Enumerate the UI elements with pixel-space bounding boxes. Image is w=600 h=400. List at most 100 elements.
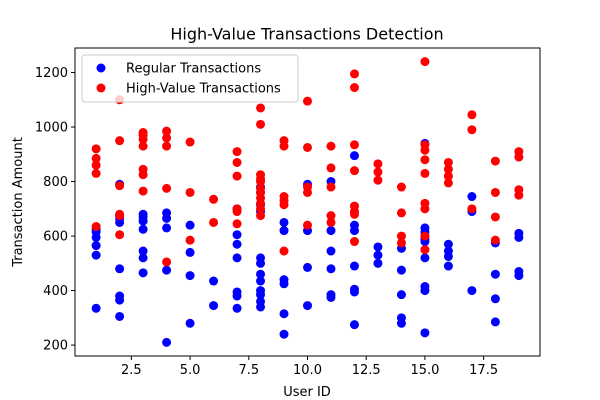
y-tick-label: 400: [43, 284, 68, 299]
high-value-transaction-point: [326, 217, 336, 227]
x-tick-label: 17.5: [469, 363, 498, 378]
regular-transaction-point: [443, 261, 453, 271]
regular-transaction-point: [91, 241, 101, 251]
high-value-transaction-point: [279, 246, 289, 256]
regular-transaction-point: [279, 329, 289, 339]
high-value-transaction-point: [443, 164, 453, 174]
legend: Regular Transactions High-Value Transact…: [81, 54, 299, 103]
high-value-transaction-point: [232, 171, 242, 181]
high-value-transaction-point: [349, 69, 359, 79]
regular-transaction-point: [396, 265, 406, 275]
high-value-transaction-point: [326, 163, 336, 173]
x-tick-label: 10.0: [293, 363, 322, 378]
high-value-transaction-point: [467, 125, 477, 135]
legend-marker-high-value: [96, 83, 106, 93]
x-tick-label: 5.0: [180, 363, 201, 378]
high-value-transaction-point: [256, 119, 266, 129]
regular-transaction-point: [349, 284, 359, 294]
regular-transaction-point: [185, 318, 195, 328]
y-axis-label: Transaction Amount: [11, 137, 26, 268]
regular-transaction-point: [326, 264, 336, 274]
regular-transaction-point: [138, 209, 148, 219]
high-value-transaction-point: [396, 231, 406, 241]
regular-transaction-point: [490, 294, 500, 304]
regular-transaction-point: [303, 301, 312, 311]
legend-box: [81, 54, 299, 103]
high-value-transaction-point: [138, 186, 148, 196]
high-value-transaction-point: [443, 171, 453, 181]
high-value-transaction-point: [91, 153, 101, 163]
regular-transaction-point: [514, 228, 524, 238]
high-value-transaction-point: [326, 182, 336, 192]
high-value-transaction-point: [162, 257, 172, 267]
high-value-transaction-point: [279, 136, 289, 146]
legend-label-high-value: High-Value Transactions: [126, 82, 281, 97]
high-value-transaction-point: [303, 182, 312, 192]
x-tick-label: 7.5: [238, 363, 259, 378]
regular-transaction-point: [420, 281, 430, 291]
high-value-transaction-point: [91, 144, 101, 154]
x-tick-label: 2.5: [121, 363, 142, 378]
regular-transaction-point: [349, 261, 359, 271]
high-value-transaction-point: [91, 168, 101, 178]
regular-transaction-point: [279, 309, 289, 319]
regular-transaction-point: [256, 269, 266, 279]
regular-transaction-point: [396, 313, 406, 323]
regular-transaction-point: [279, 217, 289, 227]
regular-transaction-point: [162, 208, 172, 218]
regular-transaction-point: [514, 267, 524, 277]
regular-transaction-point: [420, 223, 430, 233]
x-tick-label: 15.0: [410, 363, 439, 378]
high-value-transaction-point: [162, 126, 172, 136]
regular-transaction-point: [138, 246, 148, 256]
high-value-transaction-point: [256, 183, 266, 193]
regular-transaction-point: [232, 253, 242, 263]
regular-transaction-point: [420, 253, 430, 263]
high-value-transaction-point: [420, 245, 430, 255]
high-value-transaction-point: [91, 160, 101, 170]
y-tick-label: 1000: [35, 121, 68, 136]
regular-transaction-point: [326, 226, 336, 236]
high-value-transaction-point: [162, 133, 172, 143]
series-high-value-transactions: [91, 57, 524, 267]
regular-transaction-point: [443, 246, 453, 256]
high-value-transaction-point: [396, 238, 406, 248]
high-value-transaction-point: [420, 231, 430, 241]
high-value-transaction-point: [138, 127, 148, 137]
regular-transaction-point: [91, 303, 101, 313]
high-value-transaction-point: [303, 220, 312, 230]
regular-transaction-point: [326, 290, 336, 300]
high-value-transaction-point: [396, 182, 406, 192]
high-value-transaction-point: [162, 183, 172, 193]
high-value-transaction-point: [420, 198, 430, 208]
chart-title: High-Value Transactions Detection: [170, 25, 443, 44]
high-value-transaction-point: [138, 164, 148, 174]
high-value-transaction-point: [490, 187, 500, 197]
regular-transaction-point: [326, 246, 336, 256]
high-value-transaction-point: [514, 147, 524, 157]
high-value-transaction-point: [373, 159, 383, 169]
high-value-transaction-point: [420, 57, 430, 67]
regular-transaction-point: [303, 262, 312, 272]
high-value-transaction-point: [467, 110, 477, 120]
regular-transaction-point: [279, 226, 289, 236]
regular-transaction-point: [256, 286, 266, 296]
regular-transaction-point: [185, 271, 195, 281]
high-value-transaction-point: [396, 208, 406, 218]
data-points: [91, 57, 524, 347]
high-value-transaction-point: [256, 170, 266, 180]
high-value-transaction-point: [349, 201, 359, 211]
regular-transaction-point: [162, 223, 172, 233]
high-value-transaction-point: [349, 166, 359, 176]
high-value-transaction-point: [138, 141, 148, 151]
high-value-transaction-point: [256, 211, 266, 221]
y-tick-label: 800: [43, 175, 68, 190]
high-value-transaction-point: [232, 204, 242, 214]
y-tick-label: 200: [43, 339, 68, 354]
regular-transaction-point: [232, 303, 242, 313]
high-value-transaction-point: [443, 157, 453, 167]
x-axis: 2.5 5.0 7.5 10.0 12.5 15.0 17.5: [121, 356, 498, 378]
regular-transaction-point: [209, 301, 219, 311]
regular-transaction-point: [349, 151, 359, 161]
